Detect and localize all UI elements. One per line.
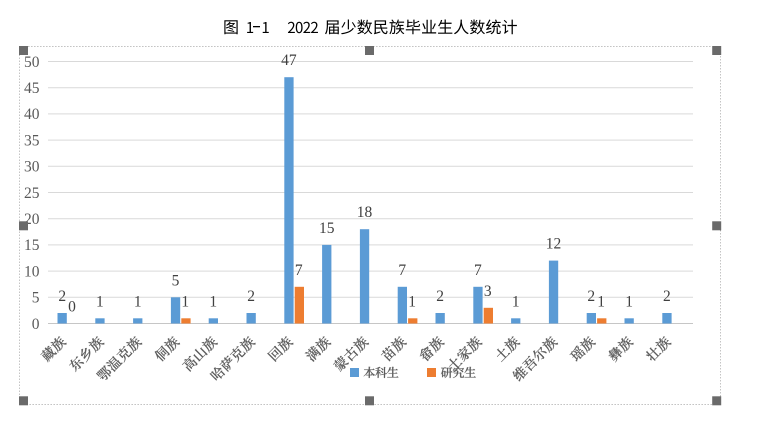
svg-text:7: 7 xyxy=(295,262,303,279)
svg-text:7: 7 xyxy=(474,262,482,279)
svg-text:18: 18 xyxy=(357,204,373,221)
svg-text:1: 1 xyxy=(408,293,416,310)
svg-text:50: 50 xyxy=(24,54,40,71)
svg-text:2: 2 xyxy=(247,288,255,305)
svg-text:1: 1 xyxy=(625,293,633,310)
svg-text:47: 47 xyxy=(281,52,297,69)
svg-text:40: 40 xyxy=(24,106,40,123)
svg-text:1: 1 xyxy=(181,293,189,310)
svg-text:0: 0 xyxy=(32,316,40,333)
svg-text:3: 3 xyxy=(484,283,492,300)
svg-text:5: 5 xyxy=(172,272,180,289)
svg-text:45: 45 xyxy=(24,80,40,97)
svg-text:5: 5 xyxy=(32,290,40,307)
svg-text:30: 30 xyxy=(24,159,40,176)
svg-text:2: 2 xyxy=(436,288,444,305)
svg-text:12: 12 xyxy=(546,236,562,253)
svg-text:1: 1 xyxy=(209,293,217,310)
svg-text:1: 1 xyxy=(96,293,104,310)
svg-text:15: 15 xyxy=(319,220,335,237)
svg-text:0: 0 xyxy=(68,299,76,316)
svg-text:1: 1 xyxy=(134,293,142,310)
svg-text:2: 2 xyxy=(663,288,671,305)
svg-text:35: 35 xyxy=(24,132,40,149)
svg-text:1: 1 xyxy=(512,293,520,310)
svg-text:2: 2 xyxy=(58,288,66,305)
svg-text:10: 10 xyxy=(24,263,40,280)
svg-text:25: 25 xyxy=(24,185,40,202)
svg-text:1: 1 xyxy=(597,293,605,310)
svg-text:2: 2 xyxy=(587,288,595,305)
svg-text:7: 7 xyxy=(398,262,406,279)
svg-text:15: 15 xyxy=(24,237,40,254)
